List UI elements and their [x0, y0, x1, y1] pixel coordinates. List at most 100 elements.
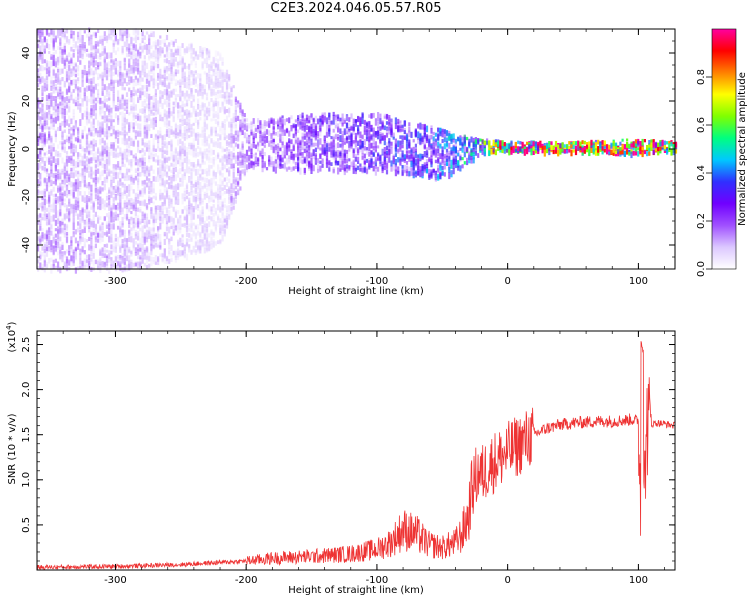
heatmap-cell — [112, 129, 115, 135]
heatmap-cell — [137, 130, 140, 137]
heatmap-cell — [208, 221, 211, 227]
heatmap-cell — [74, 161, 77, 169]
heatmap-cell — [101, 146, 104, 150]
heatmap-cell — [77, 170, 80, 175]
heatmap-cell — [165, 100, 169, 108]
heatmap-cell — [143, 189, 146, 195]
heatmap-cell — [168, 102, 171, 107]
heatmap-cell — [165, 171, 169, 178]
heatmap-cell — [170, 53, 173, 57]
heatmap-cell — [168, 68, 171, 72]
heatmap-cell — [143, 255, 146, 260]
heatmap-cell — [128, 230, 131, 236]
heatmap-cell — [281, 119, 284, 124]
heatmap-cell — [197, 139, 200, 145]
heatmap-cell — [132, 217, 135, 224]
heatmap-cell — [174, 200, 177, 205]
heatmap-cell — [141, 243, 144, 251]
heatmap-cell — [114, 65, 117, 69]
heatmap-cell — [105, 70, 109, 75]
heatmap-cell — [172, 168, 175, 174]
heatmap-cell — [141, 247, 144, 252]
heatmap-cell — [170, 199, 173, 205]
heatmap-cell — [274, 132, 277, 136]
heatmap-cell — [79, 107, 82, 111]
heatmap-cell — [150, 249, 153, 256]
heatmap-cell — [232, 183, 235, 188]
heatmap-cell — [59, 48, 62, 54]
heatmap-cell — [77, 45, 80, 53]
heatmap-cell — [54, 50, 57, 54]
heatmap-cell — [257, 142, 260, 147]
heatmap-cell — [141, 65, 144, 71]
heatmap-cell — [110, 205, 113, 212]
heatmap-cell — [199, 89, 202, 96]
heatmap-cell — [165, 164, 169, 169]
heatmap-cell — [134, 120, 137, 126]
heatmap-cell — [81, 171, 84, 178]
heatmap-cell — [41, 202, 44, 207]
heatmap-cell — [177, 198, 180, 205]
heatmap-cell — [217, 114, 220, 120]
heatmap-cell — [85, 70, 89, 75]
heatmap-cell — [245, 125, 249, 130]
heatmap-cell — [157, 235, 160, 242]
heatmap-cell — [101, 115, 104, 120]
heatmap-cell — [68, 180, 71, 186]
heatmap-cell — [132, 82, 135, 87]
heatmap-cell — [212, 169, 215, 176]
heatmap-cell — [112, 151, 115, 158]
heatmap-cell — [105, 232, 109, 237]
heatmap-cell — [57, 216, 60, 220]
heatmap-cell — [137, 166, 140, 170]
heatmap-cell — [97, 132, 100, 138]
heatmap-cell — [137, 178, 140, 183]
heatmap-cell — [112, 125, 115, 131]
heatmap-cell — [188, 167, 191, 174]
heatmap-cell — [163, 89, 166, 96]
heatmap-cell — [219, 126, 222, 132]
heatmap-cell — [130, 121, 133, 129]
heatmap-cell — [303, 125, 306, 132]
heatmap-cell — [90, 205, 93, 211]
heatmap-cell — [70, 61, 73, 67]
heatmap-cell — [168, 239, 171, 246]
heatmap-cell — [123, 190, 126, 194]
heatmap-cell — [94, 177, 97, 184]
heatmap-cell — [119, 206, 122, 213]
heatmap-cell — [192, 212, 195, 216]
heatmap-cell — [125, 39, 129, 47]
heatmap-cell — [194, 188, 197, 193]
heatmap-cell — [137, 29, 140, 35]
heatmap-cell — [148, 178, 151, 183]
heatmap-cell — [177, 69, 180, 74]
heatmap-cell — [157, 63, 160, 69]
heatmap-cell — [203, 106, 206, 113]
heatmap-cell — [148, 230, 151, 237]
heatmap-cell — [132, 156, 135, 162]
heatmap-cell — [190, 162, 193, 167]
heatmap-cell — [81, 41, 84, 49]
heatmap-cell — [185, 151, 189, 159]
heatmap-cell — [92, 171, 95, 175]
heatmap-cell — [237, 162, 240, 166]
heatmap-cell — [212, 157, 215, 161]
heatmap-cell — [52, 198, 55, 204]
heatmap-cell — [263, 131, 266, 139]
heatmap-cell — [203, 154, 206, 159]
heatmap-cell — [210, 118, 213, 122]
heatmap-cell — [237, 143, 240, 147]
heatmap-cell — [123, 238, 126, 242]
heatmap-cell — [108, 267, 111, 274]
heatmap-cell — [121, 173, 124, 178]
heatmap-cell — [177, 109, 180, 114]
heatmap-cell — [190, 214, 193, 220]
heatmap-cell — [123, 175, 126, 181]
heatmap-cell — [134, 153, 137, 159]
heatmap-cell — [243, 171, 246, 177]
heatmap-cell — [214, 132, 217, 136]
heatmap-cell — [70, 91, 73, 97]
heatmap-cell — [185, 156, 189, 163]
heatmap-cell — [79, 142, 82, 149]
heatmap-cell — [103, 247, 106, 252]
